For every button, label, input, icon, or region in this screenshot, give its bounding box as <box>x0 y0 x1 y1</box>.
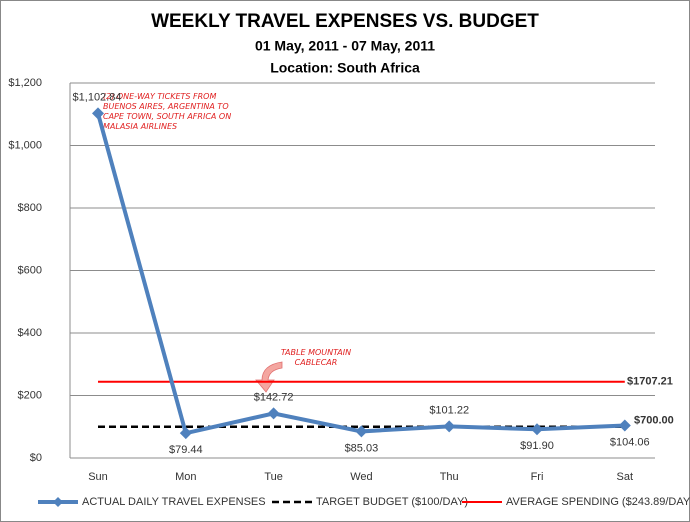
data-point <box>267 407 280 420</box>
y-tick-label: $400 <box>18 327 42 339</box>
y-tick-label: $1,200 <box>8 77 42 89</box>
legend-label: ACTUAL DAILY TRAVEL EXPENSES <box>82 496 266 508</box>
x-tick-label: Fri <box>531 471 544 483</box>
chart-title: WEEKLY TRAVEL EXPENSES VS. BUDGET <box>151 11 539 32</box>
flight-note: (2) one-way tickets from Buenos Aires, A… <box>103 92 232 131</box>
x-tick-label: Thu <box>440 471 459 483</box>
total-label: $1707.21 <box>627 376 673 388</box>
y-tick-label: $1,000 <box>8 139 42 151</box>
y-tick-label: $200 <box>18 389 42 401</box>
y-tick-label: $0 <box>30 452 42 464</box>
data-label: $91.90 <box>520 440 554 452</box>
total-label: $700.00 <box>634 415 674 427</box>
data-point <box>443 420 456 433</box>
data-point <box>179 427 192 440</box>
chart-subtitle: 01 May, 2011 - 07 May, 2011 <box>255 38 435 54</box>
x-tick-label: Sun <box>88 471 108 483</box>
data-label: $1,102.84 <box>73 91 122 103</box>
data-point <box>92 107 104 120</box>
y-tick-label: $800 <box>18 202 42 214</box>
data-label: $104.06 <box>610 436 650 448</box>
cablecar-note: Table Mountain Cablecar <box>280 348 352 367</box>
legend-label: AVERAGE SPENDING ($243.89/DAY) <box>506 496 690 508</box>
x-tick-label: Mon <box>175 471 196 483</box>
legend-label: TARGET BUDGET ($100/DAY) <box>316 496 468 508</box>
x-tick-label: Wed <box>350 471 372 483</box>
data-point <box>618 419 631 432</box>
annotation-arrow <box>255 361 283 393</box>
legend-marker <box>53 497 63 507</box>
data-label: $85.03 <box>345 442 379 454</box>
x-tick-label: Sat <box>617 471 634 483</box>
y-tick-label: $600 <box>18 264 42 276</box>
data-point <box>355 425 368 438</box>
data-label: $101.22 <box>429 404 469 416</box>
data-point <box>531 423 543 436</box>
annotation: Table Mountain Cablecar <box>280 348 352 367</box>
annotation: (2) one-way tickets from Buenos Aires, A… <box>103 92 232 131</box>
data-label: $142.72 <box>254 391 294 403</box>
x-tick-label: Tue <box>264 471 283 483</box>
chart-location: Location: South Africa <box>270 60 420 76</box>
data-label: $79.44 <box>169 444 203 456</box>
